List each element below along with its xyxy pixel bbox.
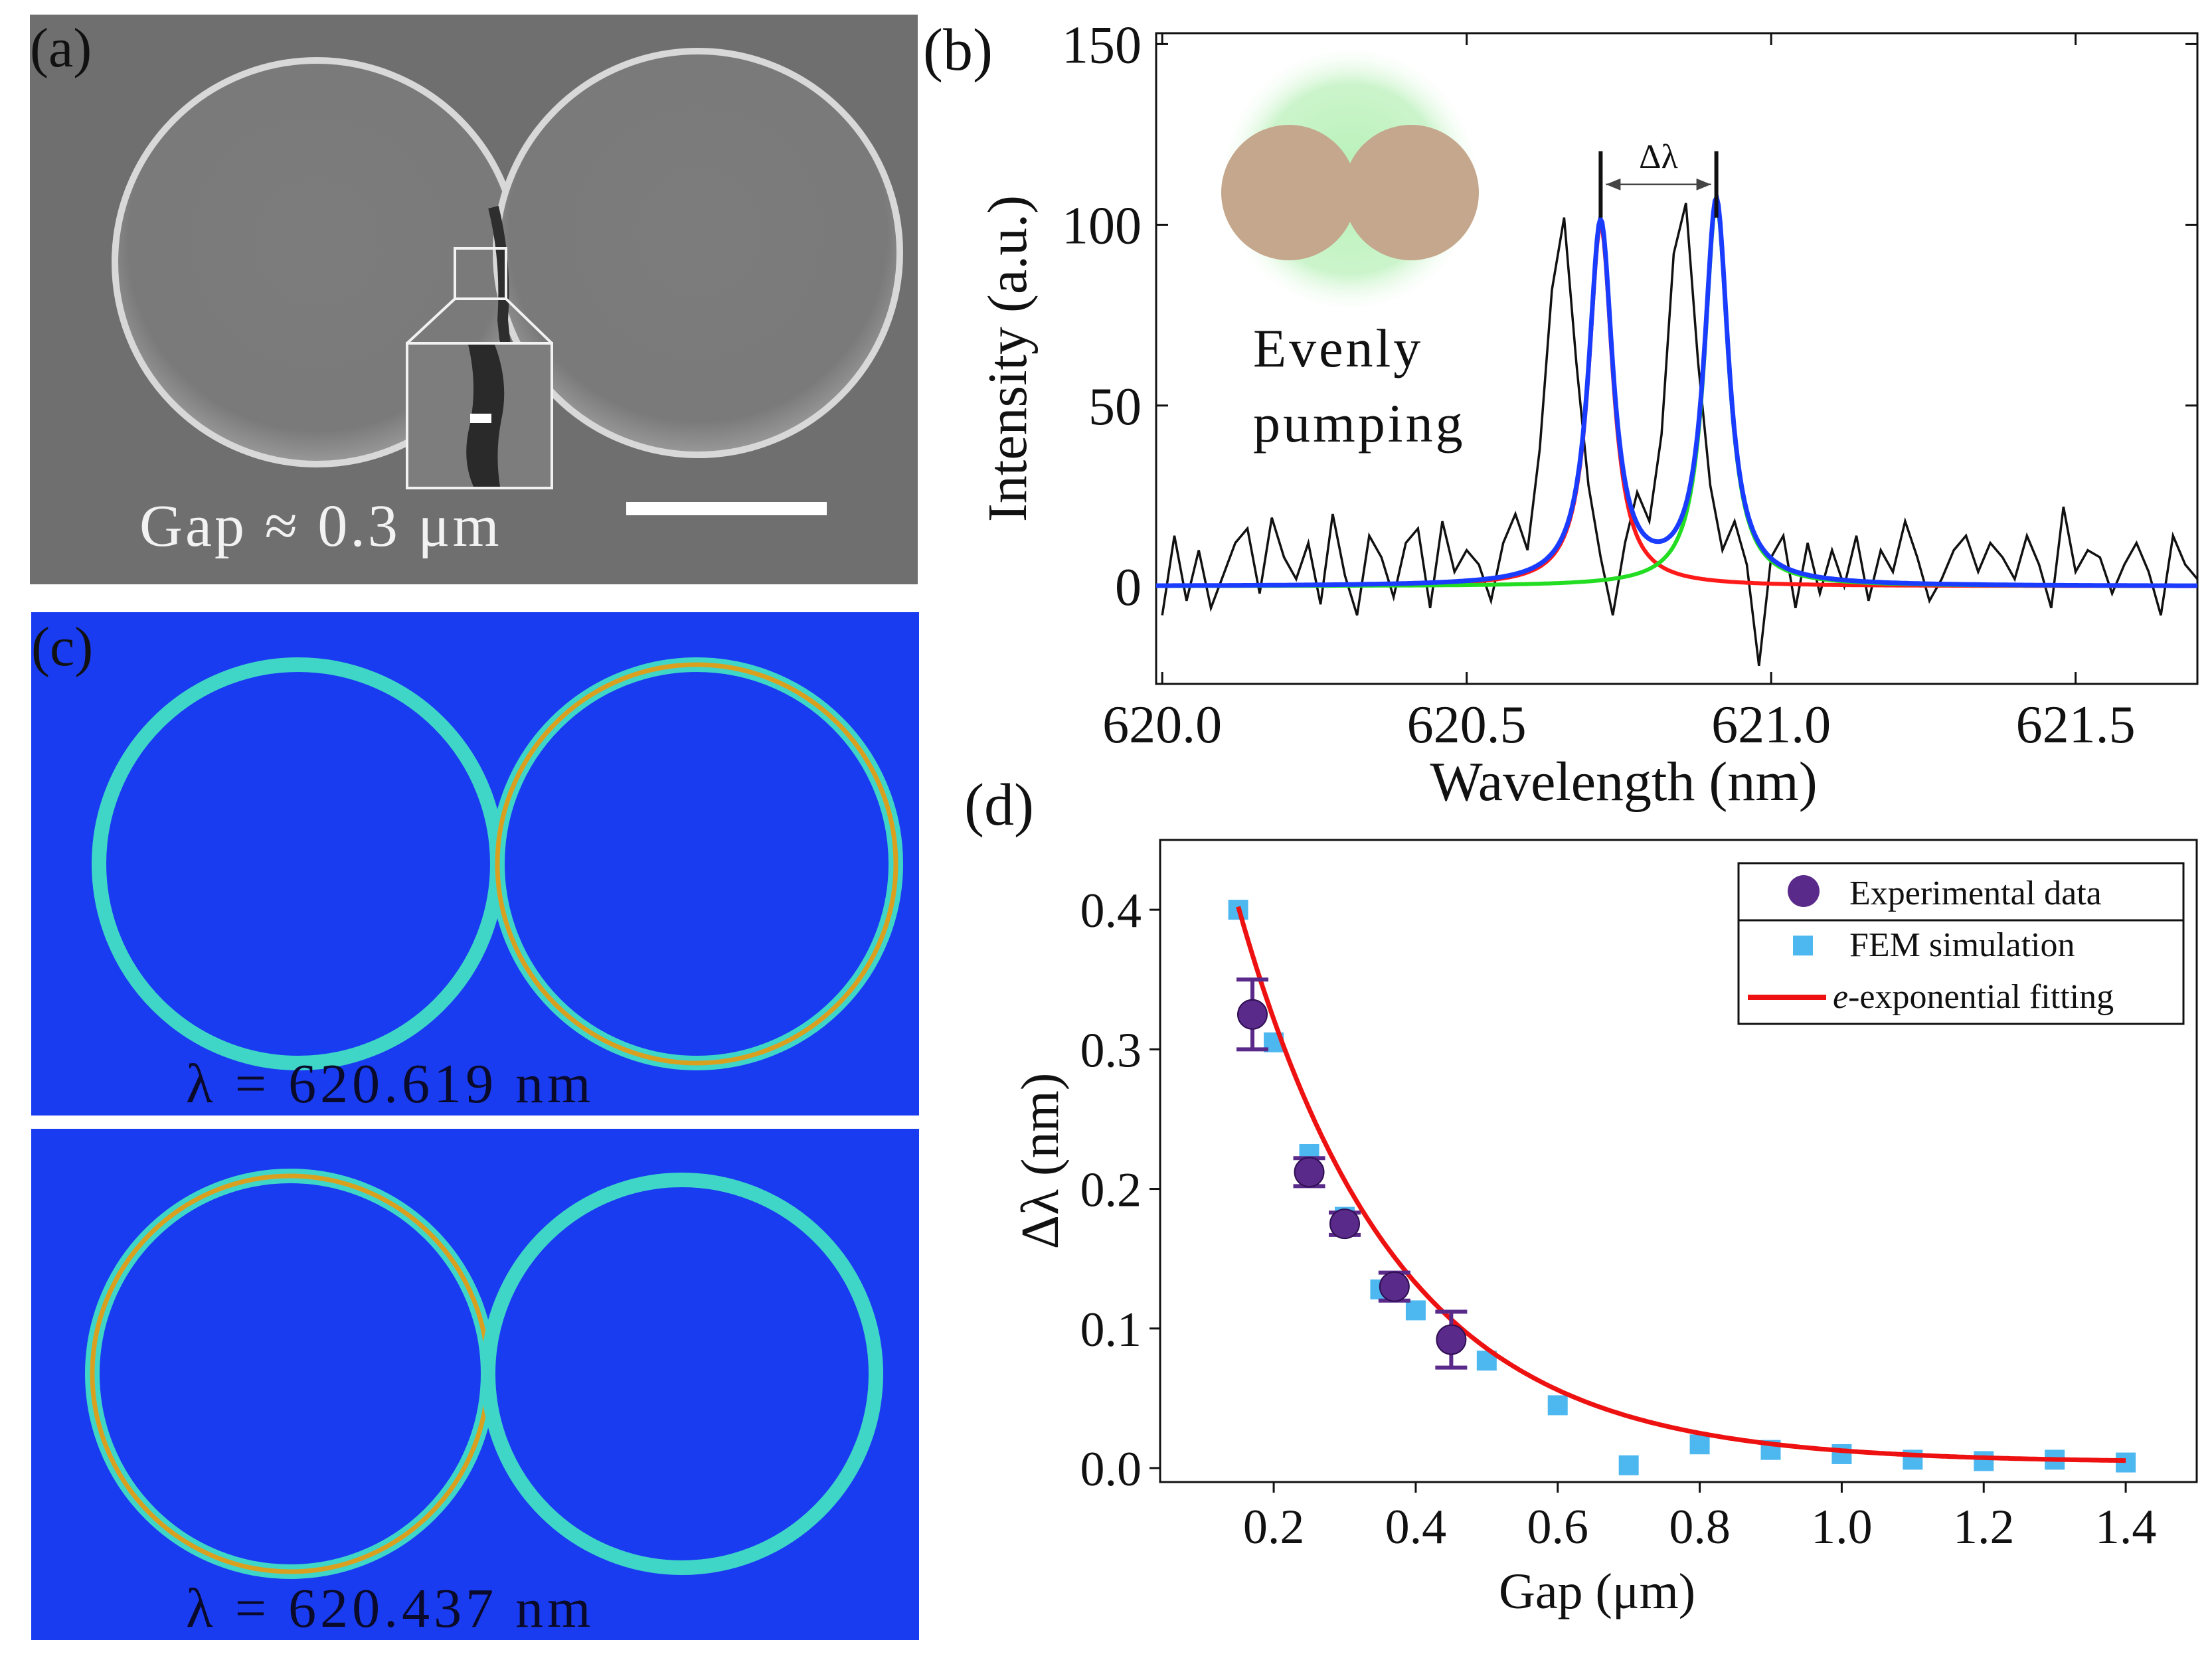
ring-right-1-core (495, 662, 898, 1066)
x-tick-label: 620.0 (1102, 696, 1222, 754)
y-tick-label: 0.4 (1080, 884, 1142, 938)
experimental-point (1436, 1324, 1467, 1355)
delta-arrow-head-right (1696, 178, 1711, 191)
y-tick-label: 100 (1062, 197, 1142, 256)
splitting-chart: 0.2 0.4 0.6 0.8 1.0 1.2 1.4 0.0 0.1 0.2 0.3 0.4 Gap … (964, 772, 2198, 1619)
gap-caption: Gap ≈ 0.3 μm (139, 493, 502, 559)
mode-caption-2: λ = 620.437 nm (186, 1578, 594, 1639)
sem-image: (a) Gap ≈ 0.3 μm (30, 15, 918, 584)
inset-text-line2: pumping (1253, 393, 1466, 454)
mode-map-1: λ = 620.619 nm (31, 612, 919, 1116)
inset-right-disk (1343, 125, 1479, 260)
zoom-source-box (454, 247, 507, 300)
x-tick-label: 1.2 (1953, 1500, 2015, 1554)
y-axis-title: Intensity (a.u.) (977, 195, 1039, 522)
x-tick-label: 1.4 (2095, 1500, 2157, 1554)
panel-b: 620.0 620.5 621.0 621.5 0 50 100 150 Wavelength … (923, 0, 2212, 823)
x-tick-label: 0.6 (1527, 1500, 1588, 1554)
panel-a: (a) Gap ≈ 0.3 μm (30, 15, 918, 584)
plot-frame (1159, 839, 2198, 1483)
zoom-line-left (406, 297, 456, 345)
zoom-line-right (505, 297, 553, 345)
fem-point (1405, 1300, 1426, 1321)
y-axis-title: Δλ (nm) (1011, 1073, 1070, 1250)
mode-field-maps: λ = 620.619 nm λ = 620.437 nm (c) (31, 612, 919, 1640)
experimental-point (1236, 999, 1268, 1030)
fem-point (1974, 1451, 1994, 1471)
x-tick-label: 0.8 (1669, 1500, 1731, 1554)
delta-label: Δλ (1639, 138, 1678, 176)
panel-c-label: (c) (31, 616, 93, 678)
legend-fem-marker (1793, 936, 1813, 955)
legend-exp-label: Experimental data (1849, 874, 2102, 912)
spectrum-chart: 620.0 620.5 621.0 621.5 0 50 100 150 Wavelength … (923, 16, 2199, 813)
right-microdisk (493, 48, 903, 458)
legend-fit-label: e-exponential fitting (1833, 978, 2114, 1016)
experimental-point (1294, 1157, 1325, 1188)
series-measured-spectrum (1161, 203, 2199, 667)
fem-point (1831, 1444, 1852, 1464)
panel-b-label: (b) (923, 17, 993, 83)
y-tick-label: 0.0 (1080, 1442, 1142, 1497)
legend-exp-marker (1788, 875, 1820, 907)
gap-scale-mark (470, 414, 491, 423)
x-tick-label: 0.4 (1385, 1500, 1447, 1554)
x-axis-title: Gap (μm) (1499, 1564, 1695, 1619)
mode-map-2: λ = 620.437 nm (31, 1129, 919, 1640)
y-tick-label: 0.3 (1080, 1023, 1142, 1078)
series-cumulative-fit (1156, 191, 2197, 588)
splitting-plot: 0.2 0.4 0.6 0.8 1.0 1.2 1.4 0.0 0.1 0.2 0.3 0.4 Gap … (1011, 839, 2198, 1619)
x-tick-label: 621.0 (1711, 696, 1831, 754)
fem-point (1547, 1395, 1568, 1416)
experimental-point (1379, 1271, 1410, 1302)
plot-frame (1155, 32, 2199, 685)
x-tick-label: 0.2 (1243, 1500, 1305, 1554)
y-tick-label: 150 (1062, 16, 1142, 74)
y-tick-label: 0.1 (1080, 1303, 1142, 1357)
ring-right-2 (481, 1173, 883, 1575)
x-axis-title: Wavelength (nm) (1430, 751, 1817, 813)
experimental-point (1329, 1208, 1360, 1240)
fem-point (1689, 1434, 1710, 1455)
mode-caption-1: λ = 620.619 nm (186, 1053, 594, 1115)
panel-d-label: (d) (964, 772, 1034, 838)
panel-c: λ = 620.619 nm λ = 620.437 nm (c) (31, 612, 919, 1640)
fit-curve (1236, 906, 2126, 1463)
y-tick-label: 0.2 (1080, 1163, 1142, 1218)
y-tick-label: 50 (1088, 378, 1142, 436)
panel-d: 0.2 0.4 0.6 0.8 1.0 1.2 1.4 0.0 0.1 0.2 0.3 0.4 Gap … (923, 764, 2212, 1653)
y-tick-label: 0 (1115, 558, 1142, 617)
inset-left-disk (1221, 125, 1357, 260)
x-tick-label: 621.5 (2016, 696, 2136, 754)
inset-text-line1: Evenly (1253, 318, 1423, 378)
pumping-inset: Evenly pumping (1217, 43, 1483, 454)
x-tick-label: 620.5 (1407, 696, 1527, 754)
delta-arrow-head-left (1606, 178, 1621, 191)
zoom-inset (406, 342, 553, 489)
spectrum-plot: 620.0 620.5 621.0 621.5 0 50 100 150 Wavelength … (977, 16, 2199, 813)
fem-point (1618, 1455, 1639, 1475)
x-tick-label: 1.0 (1811, 1500, 1873, 1554)
legend: Experimental data FEM simulation e-exponen… (1737, 862, 2185, 1025)
legend-fem-label: FEM simulation (1849, 926, 2075, 964)
scale-bar (626, 502, 827, 515)
panel-a-label: (a) (30, 17, 92, 79)
